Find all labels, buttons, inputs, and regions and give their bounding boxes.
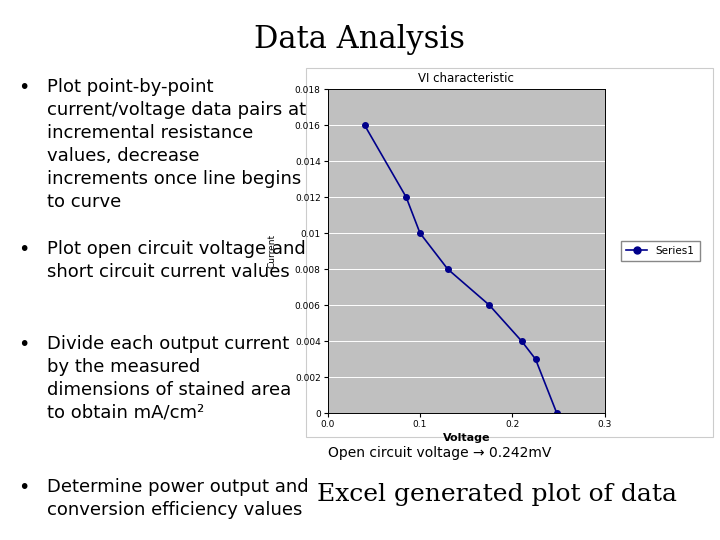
Series1 [531, 356, 540, 362]
Series1 [402, 194, 410, 200]
Text: Determine power output and
conversion efficiency values: Determine power output and conversion ef… [47, 478, 308, 519]
Series1 [360, 122, 369, 129]
X-axis label: Voltage: Voltage [443, 433, 490, 443]
Text: •: • [18, 240, 30, 259]
Text: •: • [18, 78, 30, 97]
Text: Excel generated plot of data: Excel generated plot of data [317, 483, 677, 507]
Series1 [552, 410, 561, 416]
Text: Divide each output current
by the measured
dimensions of stained area
to obtain : Divide each output current by the measur… [47, 335, 291, 422]
Text: Data Analysis: Data Analysis [254, 24, 466, 55]
Series1 [518, 338, 526, 345]
Title: VI characteristic: VI characteristic [418, 72, 514, 85]
Text: Open circuit voltage → 0.242mV: Open circuit voltage → 0.242mV [328, 446, 551, 460]
Series1 [415, 230, 424, 237]
Text: Plot point-by-point
current/voltage data pairs at
incremental resistance
values,: Plot point-by-point current/voltage data… [47, 78, 306, 211]
Series1 [444, 266, 452, 272]
Line: Series1: Series1 [361, 123, 559, 416]
Text: •: • [18, 478, 30, 497]
Text: Current: Current [268, 234, 276, 268]
Series1 [485, 302, 494, 308]
Text: •: • [18, 335, 30, 354]
Text: Plot open circuit voltage and
short circuit current values: Plot open circuit voltage and short circ… [47, 240, 305, 281]
Legend: Series1: Series1 [621, 241, 700, 261]
